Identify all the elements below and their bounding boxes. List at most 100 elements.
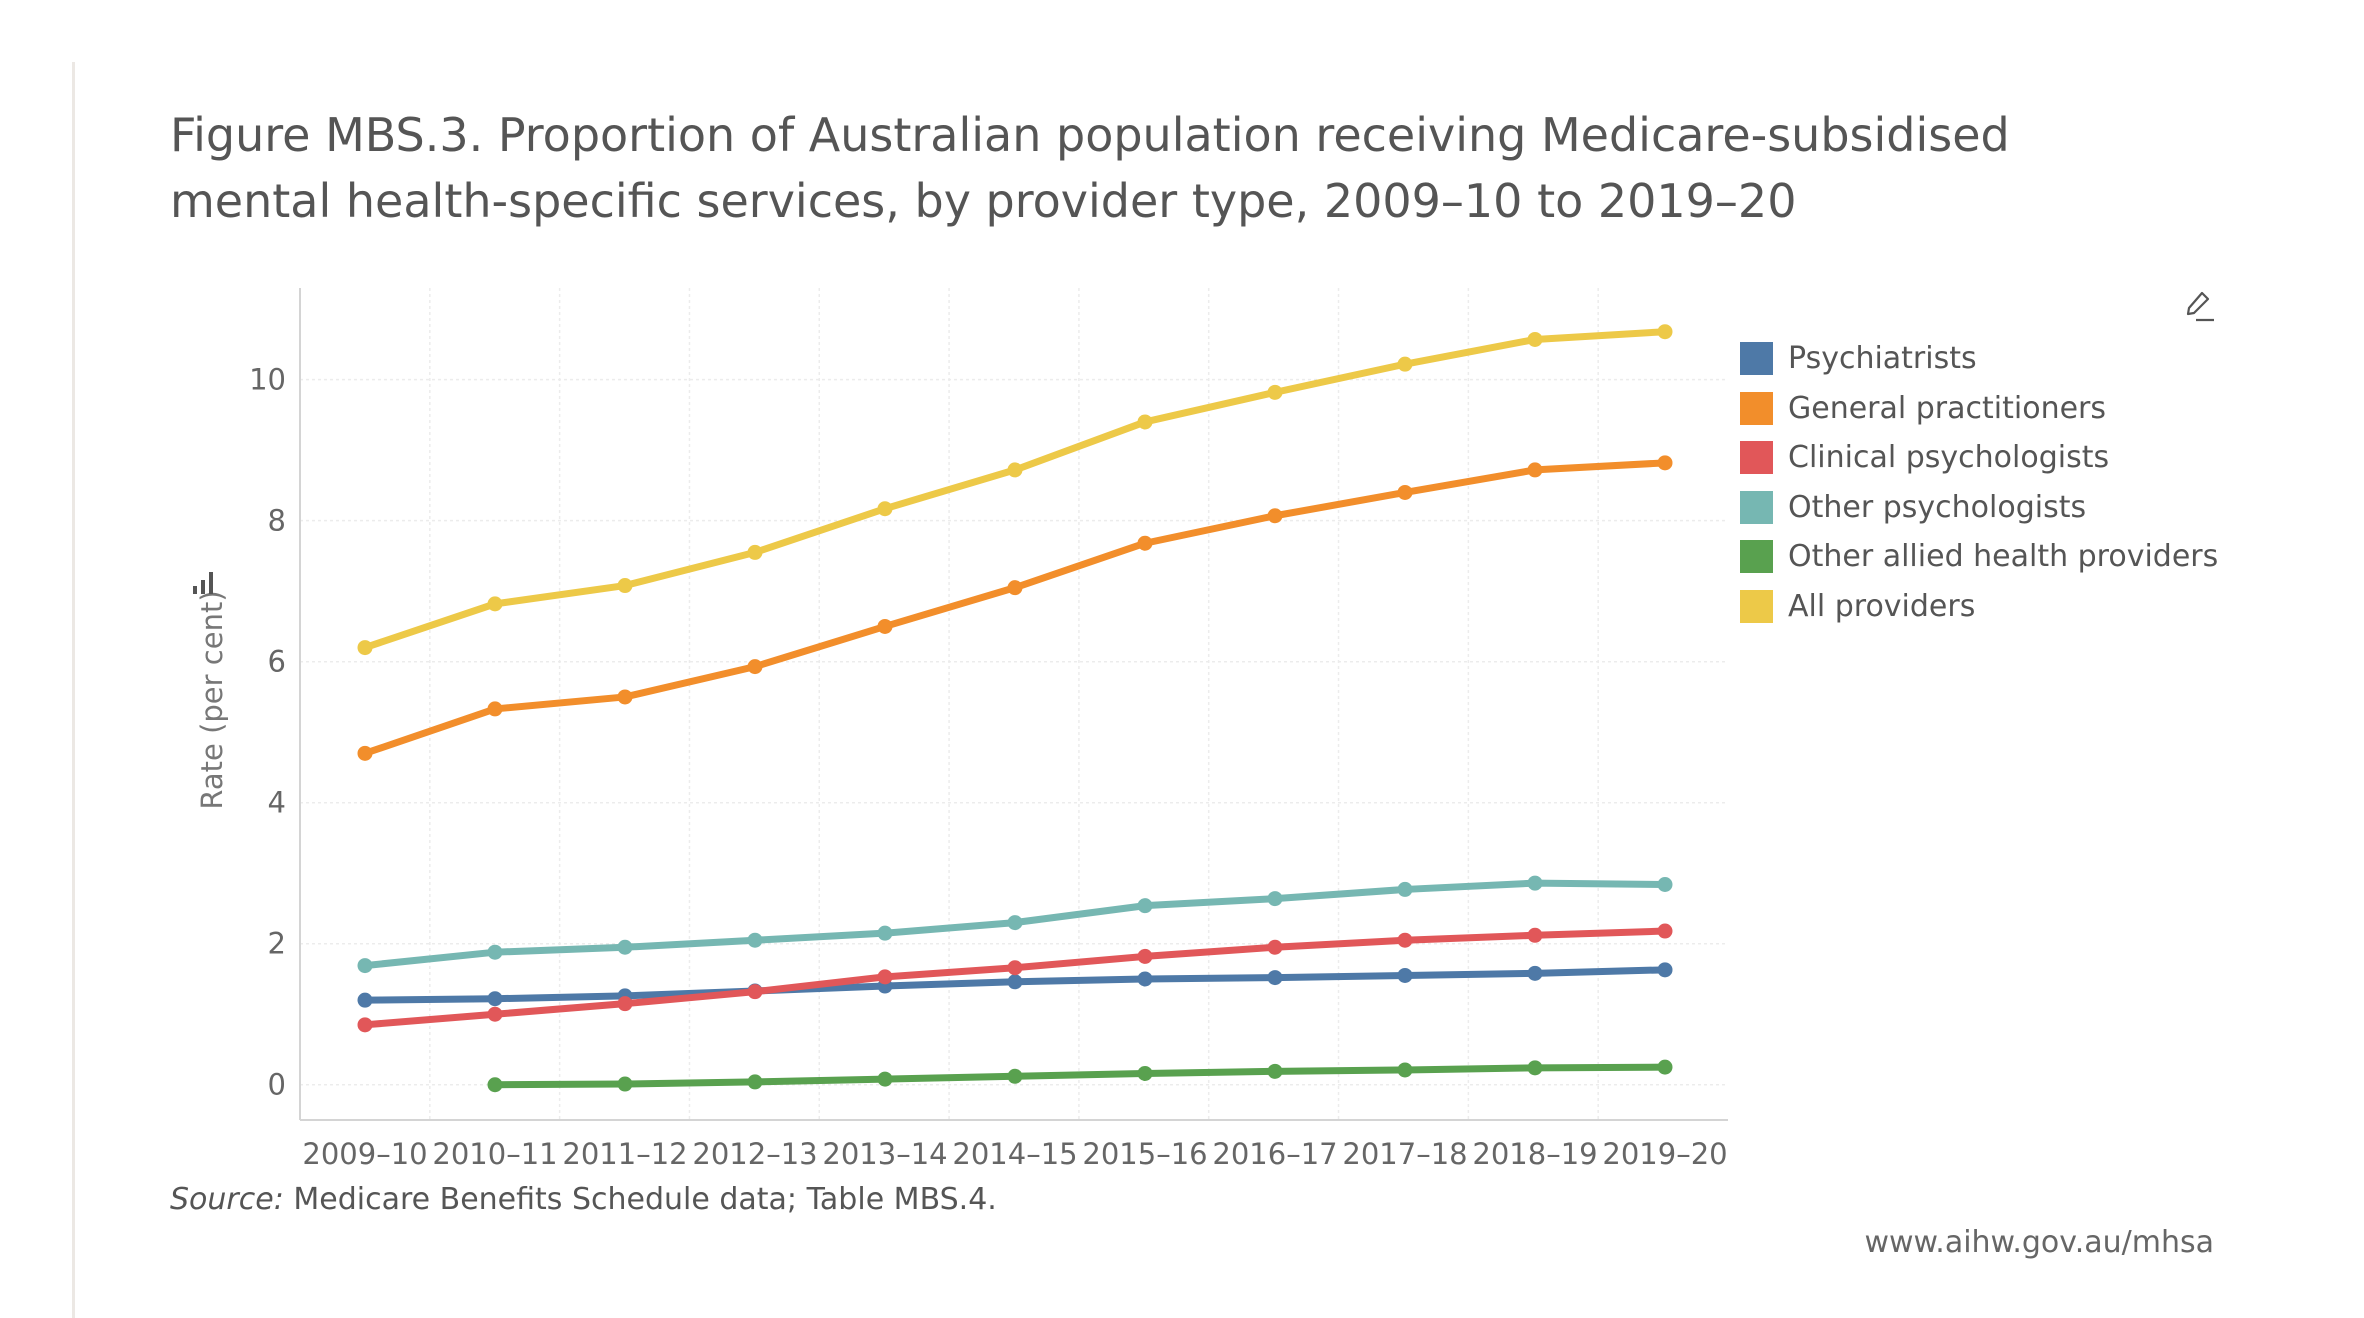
data-point [617, 1076, 633, 1092]
data-point [1397, 1062, 1413, 1078]
data-point [617, 689, 633, 705]
data-point [1137, 898, 1153, 914]
legend-swatch [1740, 589, 1773, 623]
data-point [877, 1071, 893, 1087]
legend-label: All providers [1788, 588, 1976, 624]
data-point [1527, 965, 1543, 981]
data-point [1657, 923, 1673, 939]
series-other-psychologists [357, 875, 1673, 974]
data-point [747, 544, 763, 560]
source-text: Medicare Benefits Schedule data; Table M… [293, 1182, 997, 1217]
x-tick-label: 2009–10 [302, 1137, 427, 1171]
data-point [487, 1077, 503, 1093]
legend-item[interactable]: All providers [1740, 582, 2218, 632]
data-point [357, 640, 373, 656]
data-point [1007, 915, 1023, 931]
data-point [1657, 324, 1673, 340]
data-point [1397, 967, 1413, 983]
data-point [487, 701, 503, 717]
data-point [487, 1006, 503, 1022]
data-point [1657, 877, 1673, 893]
x-tick-label: 2019–20 [1602, 1137, 1727, 1171]
y-tick-label: 6 [268, 645, 286, 679]
data-point [1527, 875, 1543, 891]
legend-item[interactable]: Other psychologists [1740, 483, 2218, 533]
data-point [357, 992, 373, 1008]
left-border [72, 62, 75, 1318]
data-point [877, 969, 893, 985]
chart-title: Figure MBS.3. Proportion of Australian p… [170, 102, 2170, 234]
legend-label: Other psychologists [1788, 489, 2087, 525]
legend-item[interactable]: Other allied health providers [1740, 532, 2218, 582]
data-point [1137, 1065, 1153, 1081]
data-point [357, 958, 373, 974]
y-tick-label: 0 [268, 1068, 286, 1102]
data-point [1527, 927, 1543, 943]
x-tick-label: 2017–18 [1342, 1137, 1467, 1171]
data-point [1007, 1068, 1023, 1084]
data-point [357, 745, 373, 761]
data-point [487, 596, 503, 612]
legend-label: Psychiatrists [1788, 341, 1977, 377]
legend-label: Other allied health providers [1788, 539, 2219, 575]
x-tick-label: 2015–16 [1082, 1137, 1207, 1171]
data-point [1007, 462, 1023, 478]
x-tick-label: 2011–12 [562, 1137, 687, 1171]
data-point [617, 939, 633, 955]
x-tick-label: 2018–19 [1472, 1137, 1597, 1171]
series-line [491, 1063, 1669, 1089]
data-point [1397, 881, 1413, 897]
source-note: Source: Medicare Benefits Schedule data;… [170, 1182, 997, 1217]
legend-label: General practitioners [1788, 390, 2107, 426]
tick-labels: 0 2 4 6 8 10 2009–10 2010–11 2011–12 2012–13 2013–… [195, 363, 1728, 1171]
data-point [877, 618, 893, 634]
legend-swatch [1740, 540, 1773, 574]
data-point [1657, 962, 1673, 978]
chart-title-line-1: Figure MBS.3. Proportion of Australian p… [170, 108, 2010, 162]
data-point [1267, 891, 1283, 907]
legend-item[interactable]: Psychiatrists [1740, 334, 2218, 384]
data-point [1137, 948, 1153, 964]
y-tick-label: 8 [268, 504, 286, 538]
y-tick-label: 10 [249, 363, 286, 397]
data-point [1007, 974, 1023, 990]
data-point [1007, 580, 1023, 596]
data-point [747, 1074, 763, 1090]
chart-title-line-2: mental health-specific services, by prov… [170, 174, 1797, 228]
data-point [1397, 932, 1413, 948]
data-point [1267, 970, 1283, 986]
series [357, 324, 1673, 1093]
data-point [1527, 331, 1543, 347]
data-point [877, 501, 893, 517]
source-url[interactable]: www.aihw.gov.au/mhsa [1864, 1225, 2214, 1260]
data-point [1267, 939, 1283, 955]
data-point [357, 1017, 373, 1033]
data-point [747, 659, 763, 675]
data-point [1137, 414, 1153, 430]
data-point [487, 944, 503, 960]
data-point [1657, 455, 1673, 471]
edit-pencil-icon[interactable] [2182, 290, 2216, 324]
y-tick-label: 2 [268, 927, 286, 961]
data-point [747, 932, 763, 948]
data-point [1267, 1063, 1283, 1079]
chart-legend: Psychiatrists General practitioners Clinic… [1740, 334, 2218, 631]
data-point [1007, 960, 1023, 976]
legend-item[interactable]: General practitioners [1740, 384, 2218, 434]
legend-item[interactable]: Clinical psychologists [1740, 433, 2218, 483]
data-point [1137, 971, 1153, 987]
data-point [1527, 1060, 1543, 1076]
data-point [1657, 1059, 1673, 1075]
bar-chart-axis-icon[interactable] [190, 566, 222, 598]
data-point [1397, 484, 1413, 500]
data-point [1527, 462, 1543, 478]
y-tick-label: 4 [268, 786, 286, 820]
data-point [1137, 535, 1153, 551]
series-all-providers [357, 324, 1673, 656]
y-axis-title: Rate (per cent) [195, 590, 229, 809]
legend-swatch [1740, 342, 1773, 376]
x-tick-label: 2010–11 [432, 1137, 557, 1171]
series-clinical-psychologists [357, 923, 1673, 1033]
data-point [1267, 384, 1283, 400]
